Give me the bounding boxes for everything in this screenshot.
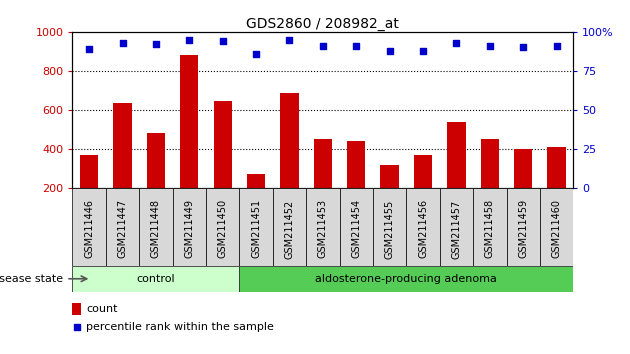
Bar: [239, 188, 273, 266]
Bar: [406, 188, 440, 266]
Point: [518, 45, 529, 50]
Point: [218, 38, 228, 44]
Point: [84, 46, 94, 52]
Bar: [481, 139, 499, 227]
Text: GSM211457: GSM211457: [452, 199, 461, 258]
Bar: [373, 188, 406, 266]
Point: [151, 41, 161, 47]
Bar: [173, 188, 206, 266]
Text: disease state: disease state: [0, 274, 63, 284]
Point: [318, 43, 328, 49]
Bar: [72, 303, 81, 315]
Bar: [180, 55, 198, 227]
Text: GSM211453: GSM211453: [318, 199, 328, 258]
Point: [352, 43, 362, 49]
Bar: [280, 93, 299, 227]
Bar: [72, 266, 239, 292]
Text: count: count: [86, 304, 117, 314]
Bar: [507, 188, 540, 266]
Text: GSM211456: GSM211456: [418, 199, 428, 258]
Point: [251, 51, 261, 57]
Title: GDS2860 / 208982_at: GDS2860 / 208982_at: [246, 17, 399, 31]
Text: control: control: [137, 274, 175, 284]
Point: [552, 43, 562, 49]
Bar: [72, 188, 106, 266]
Point: [285, 37, 295, 42]
Bar: [440, 188, 473, 266]
Point: [452, 40, 462, 46]
Point: [485, 43, 495, 49]
Point: [185, 37, 195, 42]
Point: [72, 324, 82, 330]
Text: GSM211452: GSM211452: [285, 199, 294, 258]
Bar: [106, 188, 139, 266]
Text: GSM211449: GSM211449: [185, 199, 194, 258]
Text: GSM211448: GSM211448: [151, 199, 161, 258]
Bar: [273, 188, 306, 266]
Text: GSM211450: GSM211450: [218, 199, 227, 258]
Text: GSM211446: GSM211446: [84, 199, 94, 258]
Bar: [206, 188, 239, 266]
Bar: [414, 154, 432, 227]
Bar: [473, 188, 507, 266]
Point: [385, 48, 395, 53]
Bar: [239, 266, 573, 292]
Bar: [314, 139, 332, 227]
Text: GSM211454: GSM211454: [352, 199, 361, 258]
Text: percentile rank within the sample: percentile rank within the sample: [86, 322, 274, 332]
Point: [418, 48, 428, 53]
Bar: [80, 154, 98, 227]
Bar: [381, 165, 399, 227]
Bar: [147, 133, 165, 227]
Bar: [514, 149, 532, 227]
Text: GSM211458: GSM211458: [485, 199, 495, 258]
Bar: [214, 101, 232, 227]
Bar: [306, 188, 340, 266]
Text: GSM211455: GSM211455: [385, 199, 394, 258]
Text: GSM211447: GSM211447: [118, 199, 127, 258]
Bar: [347, 141, 365, 227]
Bar: [547, 147, 566, 227]
Bar: [139, 188, 173, 266]
Bar: [447, 122, 466, 227]
Bar: [340, 188, 373, 266]
Bar: [540, 188, 573, 266]
Text: GSM211459: GSM211459: [518, 199, 528, 258]
Bar: [247, 174, 265, 227]
Point: [118, 40, 128, 46]
Text: GSM211451: GSM211451: [251, 199, 261, 258]
Bar: [113, 103, 132, 227]
Text: GSM211460: GSM211460: [552, 199, 561, 258]
Text: aldosterone-producing adenoma: aldosterone-producing adenoma: [316, 274, 497, 284]
